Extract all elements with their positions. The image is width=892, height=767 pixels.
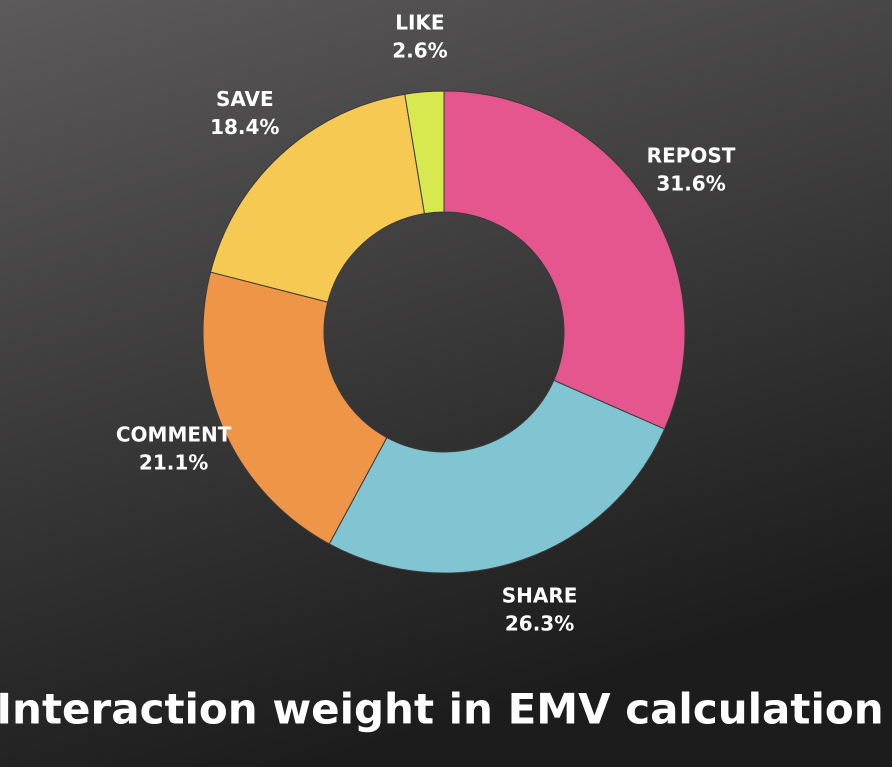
slice-value-label: 26.3% <box>505 612 574 636</box>
slice <box>328 379 666 574</box>
slice-value-label: 18.4% <box>210 115 279 139</box>
slice-name: LIKE <box>395 10 444 34</box>
slice-name: SHARE <box>502 584 578 608</box>
slice-name: SAVE <box>216 87 274 111</box>
slice-name: COMMENT <box>116 423 232 447</box>
slice <box>443 90 686 430</box>
slice-value-label: 21.1% <box>139 451 208 475</box>
slice <box>404 90 445 215</box>
labels: REPOST 31.6% SHARE 26.3% COMMENT 21.1% SAVE 18.… <box>116 10 736 635</box>
slice <box>202 271 388 545</box>
donut <box>202 90 686 574</box>
slice-value-label: 31.6% <box>656 171 725 195</box>
slice <box>209 93 426 303</box>
slice-value-label: 2.6% <box>392 38 447 62</box>
slice-name: REPOST <box>647 143 736 167</box>
chart-title: Interaction weight in EMV calculation <box>0 685 884 734</box>
